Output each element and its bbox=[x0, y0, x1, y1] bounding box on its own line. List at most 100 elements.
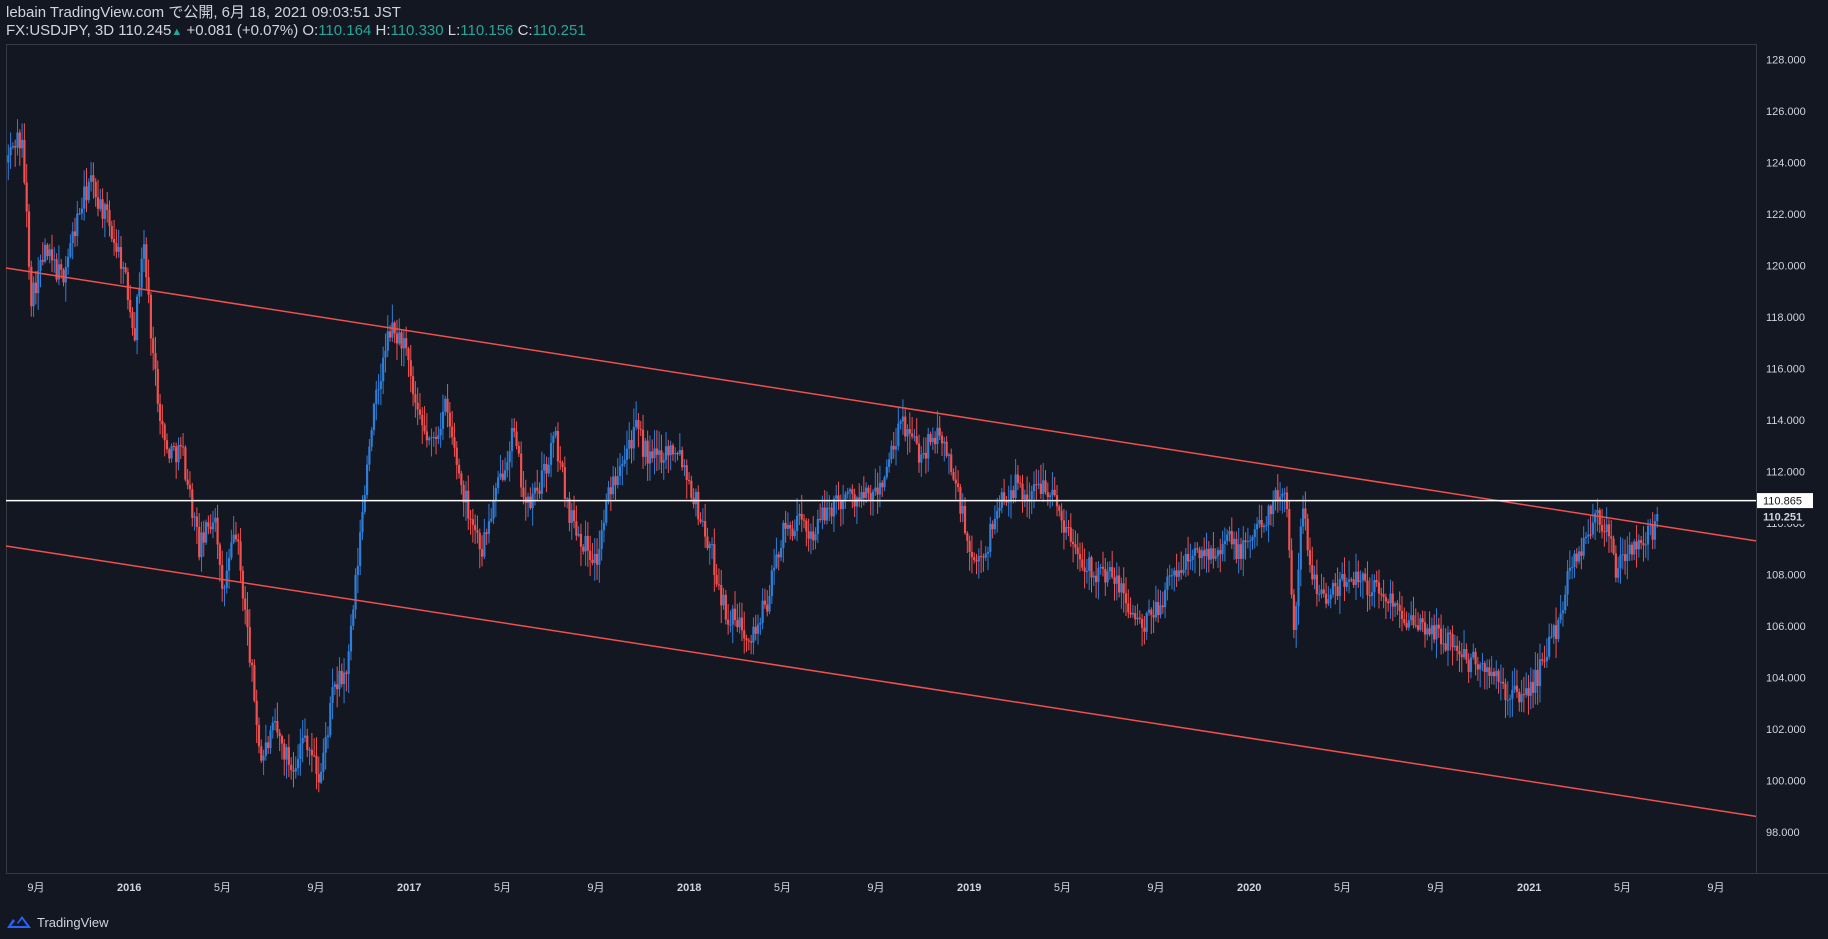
candle-body bbox=[384, 350, 387, 358]
candle-body bbox=[20, 139, 24, 149]
candle-body bbox=[326, 735, 330, 738]
candle-body bbox=[1341, 574, 1344, 580]
candle-body bbox=[264, 742, 267, 756]
candle-body bbox=[303, 735, 307, 738]
candle-body bbox=[1382, 594, 1385, 597]
candle-body bbox=[823, 507, 826, 521]
candle-body bbox=[1039, 483, 1043, 494]
candle-body bbox=[1127, 603, 1130, 613]
candle-body bbox=[777, 554, 780, 558]
candle-body bbox=[1336, 586, 1339, 596]
candle-body bbox=[1258, 519, 1261, 524]
candle-body bbox=[1239, 544, 1243, 559]
candle-body bbox=[828, 507, 831, 509]
candle-body bbox=[30, 266, 33, 307]
footer-logo[interactable]: TradingView bbox=[6, 912, 109, 932]
hline-price-label: 110.865 bbox=[1763, 496, 1802, 508]
candle-body bbox=[1062, 520, 1066, 533]
candle-body bbox=[1361, 573, 1364, 581]
candle-body bbox=[110, 225, 113, 240]
candle-body bbox=[1072, 541, 1075, 545]
candle-body bbox=[911, 433, 914, 437]
candle-body bbox=[391, 322, 394, 338]
last-price-label: 110.251 bbox=[1763, 511, 1802, 523]
candle-body bbox=[1193, 548, 1197, 556]
trendline-lower-channel[interactable] bbox=[5, 545, 1757, 818]
candle-body bbox=[559, 461, 562, 463]
drawings-group[interactable] bbox=[5, 267, 1757, 818]
candle-body bbox=[499, 473, 502, 478]
trendline-upper-channel[interactable] bbox=[5, 267, 1757, 542]
candle-body bbox=[547, 464, 550, 474]
candle-body bbox=[549, 442, 553, 465]
candle-body bbox=[1212, 548, 1215, 559]
candle-body bbox=[1502, 681, 1505, 684]
price-axis[interactable]: 98.000 100.000 102.000 104.000 106.000 108.00… bbox=[1757, 54, 1813, 839]
time-tick-label: 9月 bbox=[867, 882, 884, 894]
candle-body bbox=[299, 743, 302, 760]
candle-body bbox=[71, 231, 74, 244]
candle-body bbox=[901, 416, 905, 422]
candle-body bbox=[655, 448, 658, 455]
candle-body bbox=[1320, 589, 1323, 594]
candle-body bbox=[556, 430, 560, 462]
candle-body bbox=[752, 626, 755, 643]
candle-body bbox=[1292, 594, 1295, 630]
candle-body bbox=[1129, 612, 1132, 615]
symbol-label[interactable]: FX:USDJPY, 3D bbox=[6, 22, 115, 39]
candle-body bbox=[883, 477, 886, 488]
candle-body bbox=[140, 258, 143, 288]
candle-body bbox=[1014, 474, 1017, 499]
candle-body bbox=[1232, 538, 1236, 545]
time-axis[interactable]: 9月 2016 5月 9月 2017 5月 9月 2018 5月 9月 2019 5月 9月 2020 5月… bbox=[27, 882, 1724, 894]
candle-body bbox=[386, 331, 389, 351]
candle-body bbox=[1527, 688, 1530, 696]
candle-body bbox=[1343, 574, 1346, 587]
candle-body bbox=[78, 213, 81, 215]
candle-body bbox=[135, 296, 139, 341]
candle-body bbox=[927, 434, 930, 459]
candle-body bbox=[878, 482, 882, 495]
candle-body bbox=[223, 587, 226, 589]
candle-body bbox=[678, 450, 681, 455]
time-tick-label: 2017 bbox=[397, 882, 421, 894]
candle-body bbox=[179, 445, 182, 447]
candle-body bbox=[722, 594, 725, 606]
candle-body bbox=[575, 521, 578, 536]
candle-body bbox=[520, 453, 523, 488]
candle-body bbox=[439, 428, 442, 436]
candle-body bbox=[802, 519, 806, 521]
candle-body bbox=[1182, 569, 1185, 573]
candle-body bbox=[85, 186, 88, 201]
candle-body bbox=[480, 549, 484, 557]
candle-body bbox=[1534, 669, 1537, 693]
candle-body bbox=[1003, 492, 1006, 501]
candle-body bbox=[865, 487, 868, 498]
candle-body bbox=[402, 338, 405, 349]
candle-body bbox=[874, 487, 877, 492]
candle-body bbox=[1205, 548, 1208, 557]
candle-body bbox=[269, 730, 272, 749]
candle-body bbox=[950, 454, 953, 473]
candle-body bbox=[1150, 609, 1153, 615]
candle-body bbox=[347, 651, 350, 674]
candle-body bbox=[230, 542, 233, 558]
candle-body bbox=[784, 522, 787, 529]
candle-body bbox=[1619, 554, 1622, 568]
candle-body bbox=[1329, 594, 1332, 600]
candle-body bbox=[1610, 536, 1613, 539]
candle-body bbox=[1295, 606, 1298, 630]
candle-body bbox=[62, 269, 65, 283]
candle-body bbox=[313, 755, 316, 757]
candle-body bbox=[1375, 580, 1378, 583]
candle-body bbox=[1384, 596, 1387, 602]
candle-body bbox=[676, 453, 679, 455]
candle-body bbox=[434, 436, 438, 439]
candle-body bbox=[980, 556, 983, 558]
candle-body bbox=[246, 609, 249, 628]
candle-body bbox=[968, 540, 971, 553]
candle-body bbox=[756, 624, 760, 634]
candle-body bbox=[1108, 567, 1112, 572]
candle-body bbox=[825, 507, 829, 521]
